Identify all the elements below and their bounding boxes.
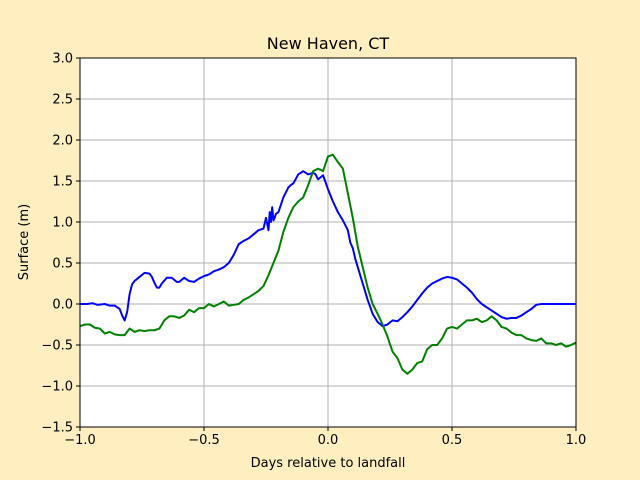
x-axis-label: Days relative to landfall: [251, 456, 406, 471]
series-line-green: [80, 153, 576, 375]
y-tick-label: 3.0: [52, 52, 73, 67]
y-tick-label: 0.5: [52, 257, 73, 272]
series-line-blue: [80, 170, 576, 328]
x-tick-label: −0.5: [188, 433, 220, 448]
series-lines: [80, 153, 576, 375]
y-tick-label: −1.5: [41, 421, 73, 436]
y-tick-label: 2.5: [52, 93, 73, 108]
x-tick-label: 0.0: [318, 433, 339, 448]
x-tick-label: 1.0: [566, 433, 587, 448]
y-tick-label: −1.0: [41, 380, 73, 395]
x-tick-label: −1.0: [64, 433, 96, 448]
y-tick-label: −0.5: [41, 339, 73, 354]
x-tick-label: 0.5: [442, 433, 463, 448]
y-tick-label: 1.0: [52, 216, 73, 231]
y-tick-label: 0.0: [52, 298, 73, 313]
y-axis: −1.5 −1.0 −0.5 0.0 0.5 1.0 1.5 2.0 2.5 3.0: [41, 52, 80, 436]
y-axis-label: Surface (m): [17, 204, 32, 280]
chart-title: New Haven, CT: [267, 34, 390, 53]
y-tick-label: 2.0: [52, 134, 73, 149]
y-tick-label: 1.5: [52, 175, 73, 190]
x-axis: −1.0 −0.5 0.0 0.5 1.0: [64, 427, 586, 448]
